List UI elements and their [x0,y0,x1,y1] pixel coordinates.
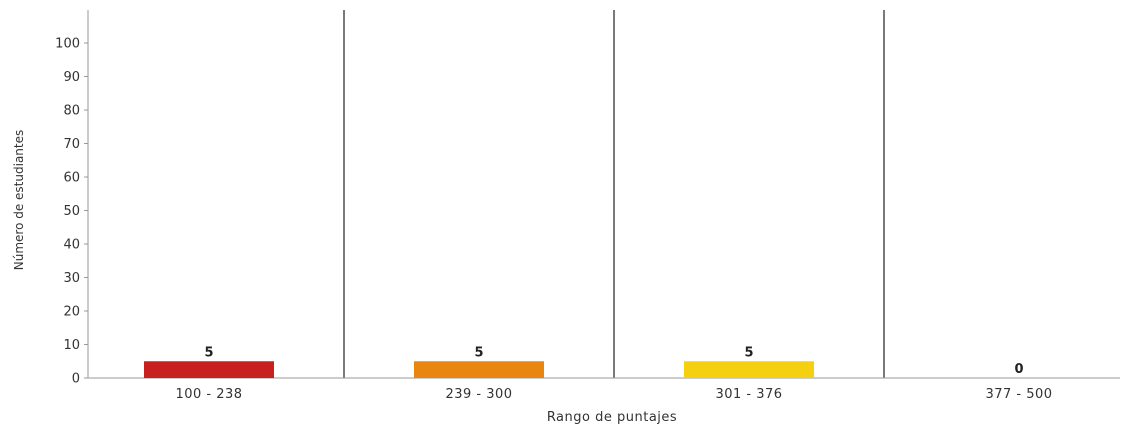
y-tick-label: 90 [63,70,80,85]
bar-value-label: 0 [1014,362,1023,377]
y-tick-label: 0 [72,372,80,387]
bars [144,361,814,378]
y-tick-label: 40 [63,238,80,253]
bar-value-label: 5 [474,345,483,360]
category-label: 100 - 238 [175,387,242,402]
bar [414,361,544,378]
y-tick-label: 70 [63,137,80,152]
y-tick-label: 10 [63,338,80,353]
x-axis-title: Rango de puntajes [547,410,677,425]
y-tick-label: 50 [63,204,80,219]
bar [684,361,814,378]
category-separators [343,10,885,378]
bar-value-label: 5 [204,345,213,360]
value-labels: 5 5 5 0 [204,345,1023,377]
y-tick-label: 100 [55,37,80,52]
bar [144,361,274,378]
category-labels: 100 - 238 239 - 300 301 - 376 377 - 500 [175,387,1052,402]
y-tick-label: 80 [63,104,80,119]
y-tick-label: 60 [63,171,80,186]
category-label: 377 - 500 [985,387,1052,402]
y-axis-ticks: 0 10 20 30 40 50 60 70 80 90 100 [55,37,88,387]
y-tick-label: 20 [63,305,80,320]
bar-value-label: 5 [744,345,753,360]
category-label: 239 - 300 [445,387,512,402]
y-axis-title: Número de estudiantes [12,130,26,271]
y-tick-label: 30 [63,271,80,286]
category-label: 301 - 376 [715,387,782,402]
